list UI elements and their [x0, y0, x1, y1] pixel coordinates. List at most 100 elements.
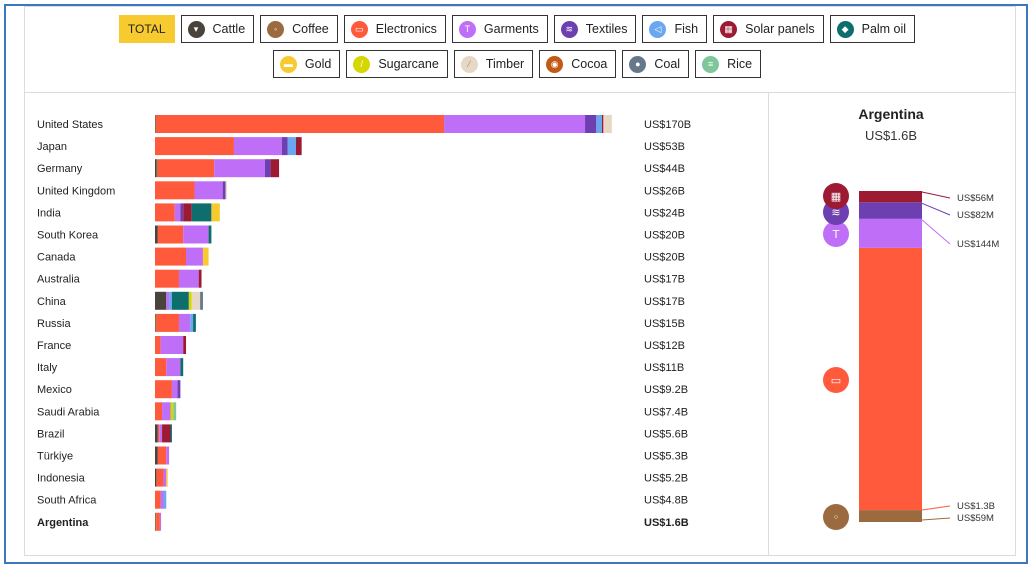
bar-segment-textiles	[177, 380, 181, 399]
country-label: South Africa	[37, 495, 97, 507]
bar-segment-electronics	[155, 247, 187, 266]
bar-segment-cattle	[155, 468, 157, 487]
bar-segment-fish	[169, 291, 172, 310]
side-panel-title: Argentina	[858, 106, 924, 122]
column-segment-garments	[859, 218, 922, 248]
bar-segment-garments	[444, 115, 586, 133]
fabric-icon-glyph: ≋	[831, 206, 840, 219]
bar-segment-timber	[191, 291, 201, 310]
bar-segment-fish	[596, 115, 602, 133]
segment-value-label: US$56M	[957, 193, 994, 204]
value-label: US$20B	[644, 252, 685, 264]
rice-icon: ≡	[702, 55, 720, 73]
leader-line	[921, 202, 951, 216]
cattle-icon: ▾	[187, 20, 205, 38]
bar-segment-cattle	[155, 424, 158, 443]
segment-value-label: US$59M	[957, 513, 994, 524]
bar-segment-garments	[183, 225, 209, 244]
legend-filter-cattle[interactable]: ▾ Cattle	[180, 15, 255, 43]
country-label: South Korea	[37, 230, 99, 242]
solar-panel-icon-glyph: ▦	[831, 190, 841, 203]
legend-filter-sugarcane[interactable]: / Sugarcane	[346, 50, 448, 78]
legend-filter-total[interactable]: TOTAL	[118, 15, 175, 43]
legend-filter-textiles[interactable]: ≋ Textiles	[553, 15, 637, 43]
legend-label: Fish	[674, 22, 699, 36]
bar-segment-solar-panels	[601, 115, 604, 133]
value-label: US$11B	[644, 362, 684, 374]
bar-segment-coffee	[156, 159, 158, 178]
value-label: US$44B	[644, 163, 685, 175]
country-label: China	[37, 296, 67, 308]
bar-segment-solar-panels	[198, 269, 202, 288]
legend-filter-cocoa[interactable]: ◉ Cocoa	[539, 50, 617, 78]
bar-segment-electronics	[155, 358, 167, 377]
country-label: Indonesia	[37, 473, 86, 485]
laptop-icon	[823, 367, 849, 393]
bar-segment-electronics	[155, 380, 172, 399]
legend-label: Rice	[727, 57, 753, 71]
bar-segment-fish	[163, 490, 167, 509]
coffee-icon-glyph: ◦	[833, 511, 840, 524]
legend-label: Coal	[654, 57, 681, 71]
legend-label: Electronics	[375, 22, 437, 36]
legend-filter-palm-oil[interactable]: ◆ Palm oil	[829, 15, 916, 43]
laptop-icon-glyph: ▭	[831, 374, 841, 387]
bar-segment-sugarcane	[170, 402, 174, 421]
legend-filter-gold[interactable]: ▬ Gold	[272, 50, 341, 78]
value-label: US$53B	[644, 141, 685, 153]
value-label: US$4.8B	[644, 495, 688, 507]
legend-label: Cattle	[212, 22, 246, 36]
legend-row: ▬ Gold / Sugarcane ⁄ Timber ◉ Cocoa ● Coal ≡ Rice	[0, 50, 1034, 78]
sugarcane-icon: /	[353, 55, 371, 73]
shirt-icon: T	[458, 20, 476, 38]
bar-segment-gold	[202, 247, 209, 266]
leader-line	[921, 505, 951, 511]
legend-filter-fish[interactable]: ◁ Fish	[642, 15, 708, 43]
bar-segment-garments	[178, 313, 191, 332]
legend-label: Textiles	[585, 22, 628, 36]
bar-segment-solar-panels	[162, 424, 171, 443]
value-label: US$1.6B	[644, 517, 689, 529]
bar-segment-electronics	[156, 115, 445, 133]
legend-filter-solar-panels[interactable]: ▦ Solar panels	[713, 15, 824, 43]
value-label: US$7.4B	[644, 406, 688, 418]
legend-filter-coffee[interactable]: ◦ Coffee	[260, 15, 338, 43]
divider	[25, 92, 1015, 93]
palm-oil-icon: ◆	[836, 20, 854, 38]
country-label: Italy	[37, 362, 58, 374]
bar-segment-palm-oil	[170, 424, 172, 443]
bar-segment-garments	[178, 269, 199, 288]
country-label: United Kingdom	[37, 185, 115, 197]
bar-segment-electronics	[157, 225, 184, 244]
bar-segment-electronics	[157, 159, 215, 178]
bar-segment-textiles	[264, 159, 271, 178]
legend-filter-timber[interactable]: ⁄ Timber	[453, 50, 534, 78]
bar-segment-garments	[166, 358, 181, 377]
shirt-icon-glyph: T	[832, 228, 840, 241]
legend-filter-coal[interactable]: ● Coal	[622, 50, 690, 78]
country-label: Türkiye	[37, 451, 73, 463]
bar-segment-palm-oil	[171, 291, 189, 310]
value-label: US$12B	[644, 340, 685, 352]
country-label: Germany	[37, 163, 83, 175]
legend-filter-electronics[interactable]: ▭ Electronics	[343, 15, 446, 43]
legend-filter-garments[interactable]: T Garments	[451, 15, 548, 43]
bar-segment-palm-oil	[191, 203, 212, 222]
bar-segment-cattle	[155, 225, 158, 244]
coal-icon: ●	[629, 55, 647, 73]
bar-segment-rice	[173, 402, 177, 421]
bar-segment-electronics	[155, 181, 195, 200]
bar-segment-fish	[190, 313, 194, 332]
legend-label: Solar panels	[745, 22, 815, 36]
fish-icon: ◁	[649, 20, 667, 38]
segment-value-label: US$144M	[957, 239, 999, 250]
bar-segment-palm-oil	[208, 225, 212, 244]
country-label: Australia	[37, 274, 81, 286]
bar-segment-solar-panels	[183, 336, 187, 354]
bar-segment-coffee	[155, 512, 157, 531]
country-label: France	[37, 340, 71, 352]
bar-segment-solar-panels	[296, 137, 302, 156]
legend-filter-rice[interactable]: ≡ Rice	[695, 50, 762, 78]
divider	[768, 93, 769, 555]
bar-segment-electronics	[156, 468, 164, 487]
